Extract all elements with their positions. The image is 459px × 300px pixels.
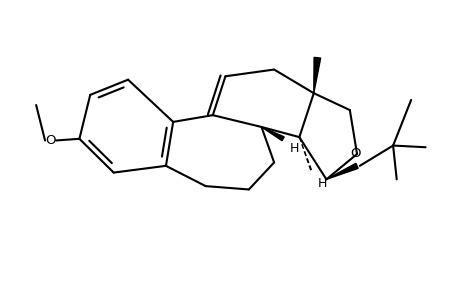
Polygon shape [261, 127, 284, 141]
Polygon shape [313, 57, 320, 93]
Text: H: H [289, 142, 298, 154]
Text: O: O [45, 134, 56, 147]
Text: O: O [350, 147, 360, 160]
Polygon shape [326, 163, 358, 179]
Text: H: H [317, 177, 326, 190]
